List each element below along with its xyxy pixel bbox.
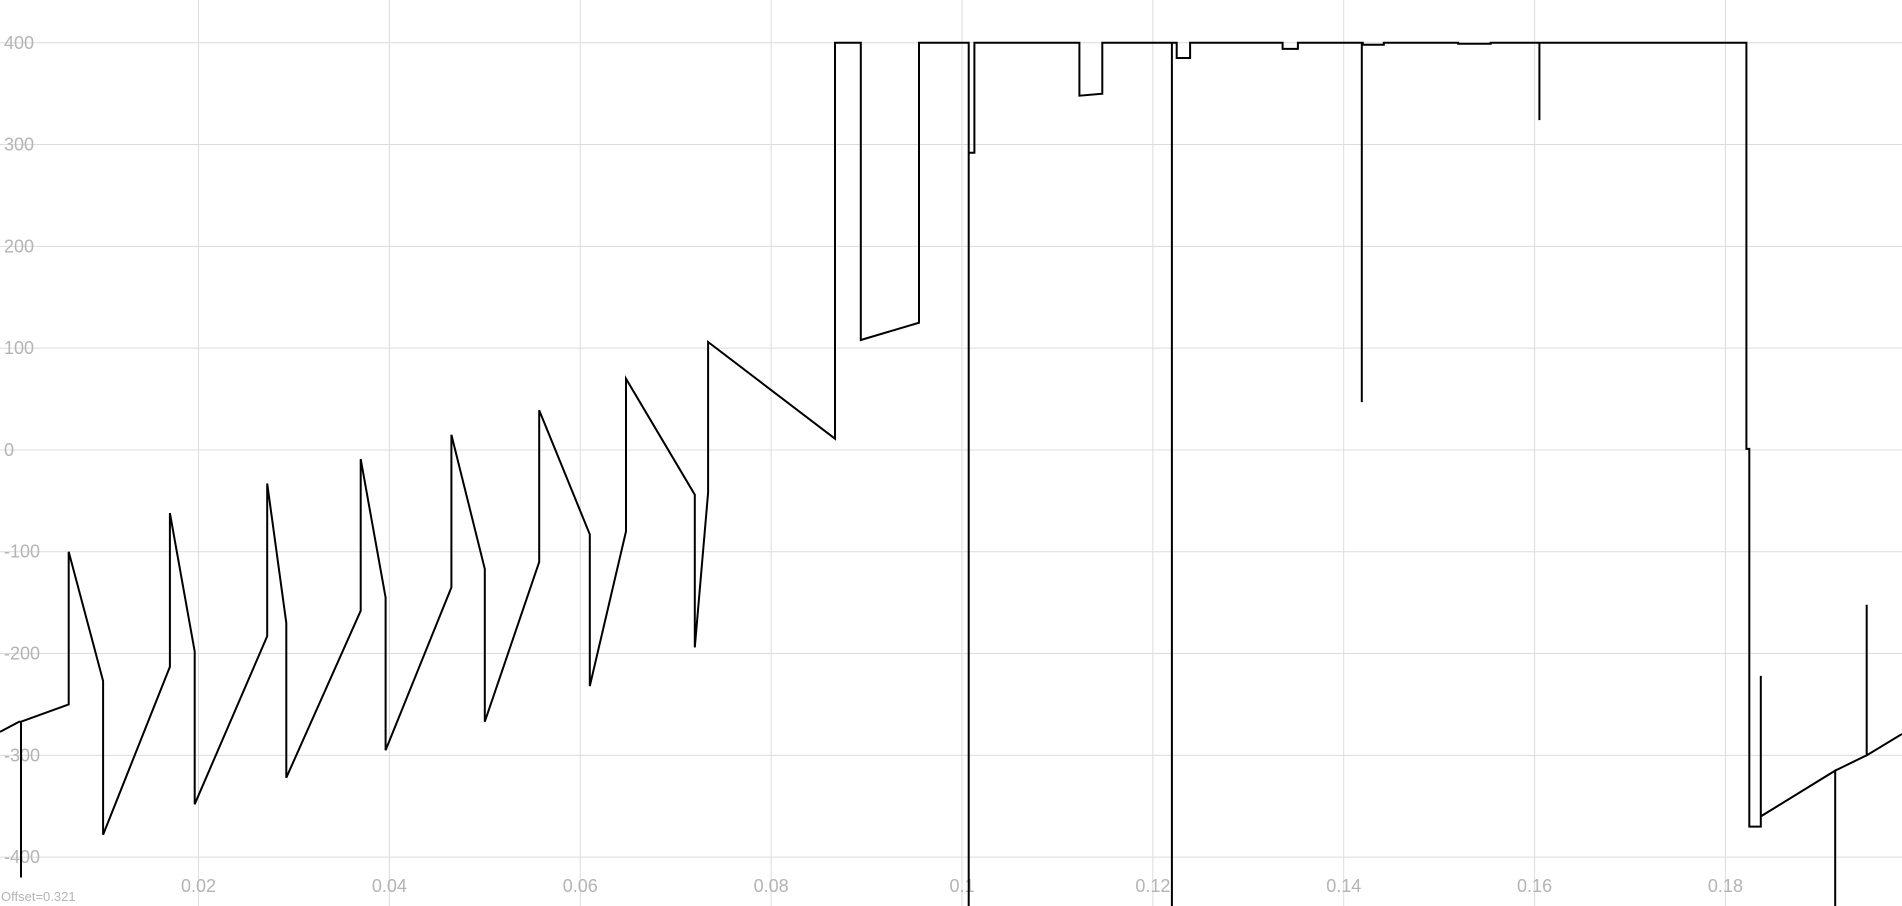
x-tick-label: 0.08 <box>754 876 789 896</box>
y-tick-label: 0 <box>4 440 14 460</box>
y-tick-label: 400 <box>4 33 34 53</box>
y-tick-label: -200 <box>4 644 40 664</box>
y-tick-label: -100 <box>4 542 40 562</box>
offset-label: Offset=0.321 <box>1 889 76 904</box>
series <box>0 41 1902 906</box>
y-tick-label: 100 <box>4 338 34 358</box>
x-tick-label: 0.14 <box>1326 876 1361 896</box>
y-tick-label: 200 <box>4 236 34 256</box>
x-tick-label: 0.02 <box>181 876 216 896</box>
y-tick-label: 300 <box>4 135 34 155</box>
x-tick-label: 0.16 <box>1517 876 1552 896</box>
x-tick-label: 0.1 <box>949 876 974 896</box>
x-tick-label: 0.06 <box>563 876 598 896</box>
x-tick-label: 0.18 <box>1708 876 1743 896</box>
tick-labels: 0.02 0.04 0.06 0.08 0.1 0.12 0.14 0.16 0.18 -400 -… <box>4 33 1743 896</box>
x-tick-label: 0.12 <box>1135 876 1170 896</box>
x-tick-label: 0.04 <box>372 876 407 896</box>
y-tick-label: -300 <box>4 745 40 765</box>
series-line <box>0 41 1902 906</box>
y-tick-label: -400 <box>4 847 40 867</box>
